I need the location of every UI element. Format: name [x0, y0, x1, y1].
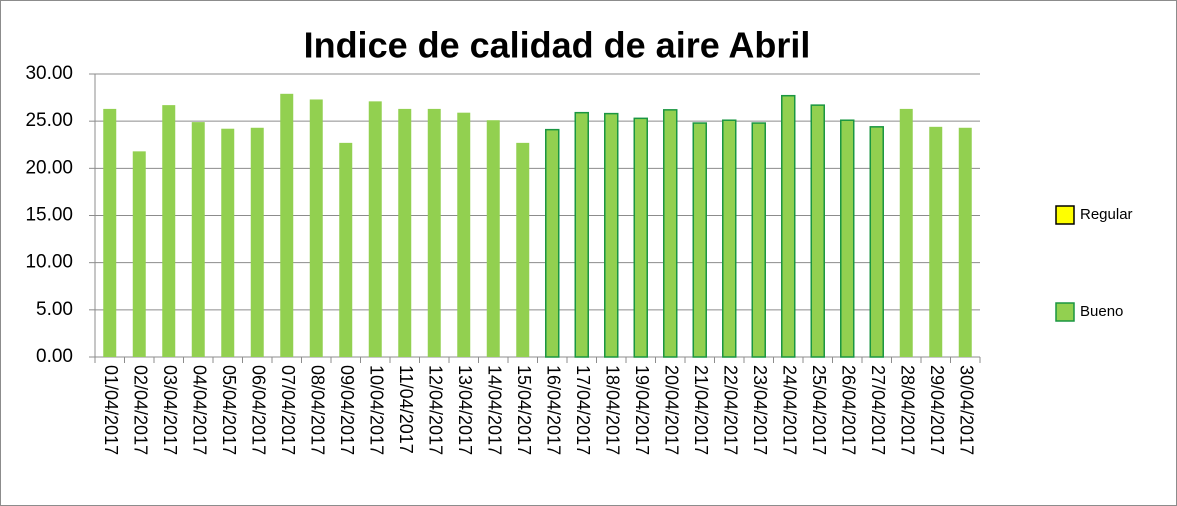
x-tick-label: 05/04/2017 — [219, 365, 239, 455]
y-tick-label: 0.00 — [36, 346, 73, 367]
bar — [280, 93, 294, 357]
x-tick-label: 02/04/2017 — [131, 365, 151, 455]
bar — [132, 151, 146, 357]
x-tick-label: 09/04/2017 — [337, 365, 357, 455]
bar — [781, 94, 796, 358]
y-tick-label: 30.00 — [25, 63, 73, 84]
bar — [427, 108, 441, 357]
x-tick-label: 01/04/2017 — [101, 365, 121, 455]
bar — [250, 127, 264, 358]
x-tick-label: 30/04/2017 — [957, 365, 977, 455]
x-tick-label: 13/04/2017 — [455, 365, 475, 455]
bar — [840, 119, 855, 358]
bar — [516, 142, 530, 357]
x-tick-label: 20/04/2017 — [662, 365, 682, 455]
bar — [899, 108, 913, 357]
y-tick-label: 20.00 — [25, 157, 73, 178]
x-tick-label: 21/04/2017 — [691, 365, 711, 455]
legend-swatch — [1055, 205, 1075, 225]
x-tick-label: 25/04/2017 — [809, 365, 829, 455]
chart-title: Indice de calidad de aire Abril — [304, 25, 811, 66]
y-tick-label: 25.00 — [25, 110, 73, 131]
bar — [339, 142, 353, 357]
x-tick-label: 10/04/2017 — [367, 365, 387, 455]
x-tick-label: 15/04/2017 — [514, 365, 534, 455]
y-tick-label: 5.00 — [36, 299, 73, 320]
bar — [958, 127, 972, 358]
bar — [545, 128, 560, 358]
x-tick-label: 19/04/2017 — [632, 365, 652, 455]
bar — [604, 112, 619, 358]
x-tick-label: 29/04/2017 — [927, 365, 947, 455]
x-tick-label: 26/04/2017 — [839, 365, 859, 455]
bar — [722, 119, 737, 358]
y-tick-label: 15.00 — [25, 205, 73, 226]
bar — [633, 117, 648, 358]
x-tick-label: 12/04/2017 — [426, 365, 446, 455]
y-tick-label: 10.00 — [25, 252, 73, 273]
bar — [103, 108, 117, 357]
x-tick-label: 24/04/2017 — [780, 365, 800, 455]
bar — [869, 126, 884, 358]
legend-swatch — [1055, 302, 1075, 322]
bar — [368, 101, 382, 358]
x-tick-label: 14/04/2017 — [485, 365, 505, 455]
legend-label: Bueno — [1080, 303, 1123, 320]
x-tick-label: 16/04/2017 — [544, 365, 564, 455]
bar — [663, 109, 678, 358]
bar — [574, 111, 589, 358]
x-tick-label: 07/04/2017 — [278, 365, 298, 455]
x-tick-label: 22/04/2017 — [721, 365, 741, 455]
bar — [486, 120, 500, 358]
bar — [692, 122, 707, 358]
x-tick-label: 18/04/2017 — [603, 365, 623, 455]
x-tick-label: 03/04/2017 — [160, 365, 180, 455]
bar — [221, 128, 235, 357]
bar — [457, 112, 471, 357]
x-tick-label: 08/04/2017 — [308, 365, 328, 455]
bar — [751, 122, 766, 358]
x-tick-label: 06/04/2017 — [249, 365, 269, 455]
x-tick-label: 17/04/2017 — [573, 365, 593, 455]
bar — [191, 122, 205, 357]
x-tick-label: 27/04/2017 — [868, 365, 888, 455]
bar — [398, 108, 412, 357]
x-tick-label: 28/04/2017 — [898, 365, 918, 455]
bar — [929, 126, 943, 358]
x-tick-label: 23/04/2017 — [750, 365, 770, 455]
bar — [309, 99, 323, 357]
x-tick-label: 11/04/2017 — [396, 365, 416, 454]
x-tick-label: 04/04/2017 — [190, 365, 210, 455]
bar — [810, 104, 825, 358]
legend-label: Regular — [1080, 206, 1133, 223]
bar — [162, 105, 176, 357]
